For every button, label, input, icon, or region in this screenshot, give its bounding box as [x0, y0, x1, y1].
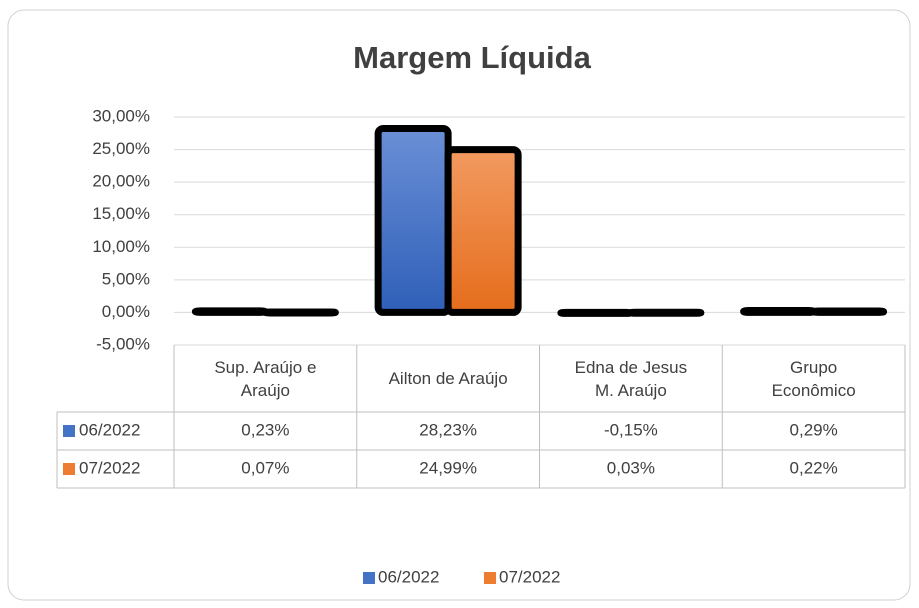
data-label: 28,23%: [419, 420, 477, 439]
legend-key: [63, 425, 75, 437]
x-tick-label: Grupo Econômico: [771, 357, 856, 400]
bar: [444, 146, 522, 316]
data-label: 0,23%: [241, 420, 289, 439]
data-label: 0,03%: [607, 458, 655, 477]
data-label: 0,29%: [790, 420, 838, 439]
y-tick-label: 25,00%: [92, 139, 150, 158]
y-tick-label: 30,00%: [92, 106, 150, 125]
bar: [627, 308, 705, 317]
bar: [374, 125, 452, 316]
legend-label: 07/2022: [499, 567, 560, 586]
bar: [191, 307, 269, 316]
x-tick-label: Sup. Araújo e Araújo: [214, 357, 317, 400]
y-tick-label: -5,00%: [96, 334, 150, 353]
table-series-name: 06/2022: [79, 420, 140, 439]
y-tick-label: 5,00%: [102, 269, 150, 288]
legend-key: [363, 572, 375, 584]
legend-key: [484, 572, 496, 584]
data-label: 0,07%: [241, 458, 289, 477]
legend-label: 06/2022: [378, 567, 439, 586]
data-label: -0,15%: [604, 420, 658, 439]
table-series-name: 07/2022: [79, 458, 140, 477]
legend-key: [63, 463, 75, 475]
bar: [810, 307, 888, 316]
bar: [557, 308, 635, 317]
data-label: 24,99%: [419, 458, 477, 477]
x-tick-label: Ailton de Araújo: [388, 369, 508, 388]
chart-title: Margem Líquida: [353, 40, 591, 75]
x-tick-label: Edna de Jesus M. Araújo: [574, 357, 688, 400]
y-tick-label: 20,00%: [92, 172, 150, 191]
y-tick-label: 15,00%: [92, 204, 150, 223]
y-tick-label: 0,00%: [102, 302, 150, 321]
bar: [261, 308, 339, 317]
bar: [740, 307, 818, 316]
y-tick-label: 10,00%: [92, 237, 150, 256]
data-label: 0,22%: [790, 458, 838, 477]
